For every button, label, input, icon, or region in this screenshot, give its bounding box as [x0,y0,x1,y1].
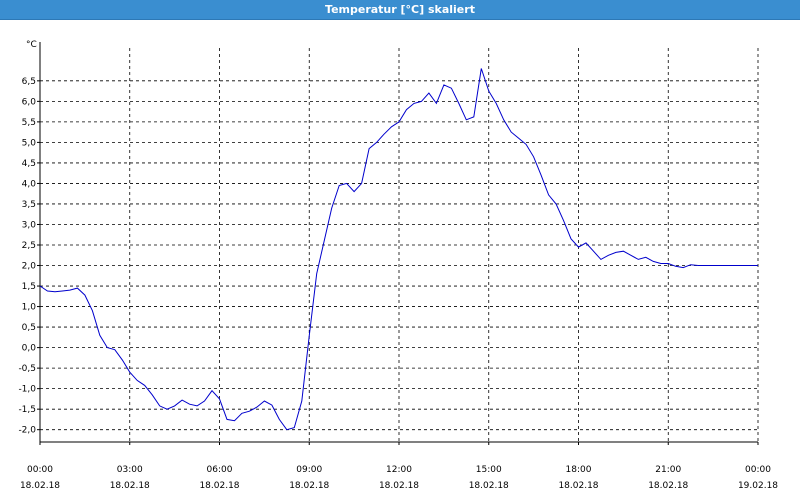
y-tick-label: 2,0 [22,262,37,272]
y-tick-label: 1,0 [22,303,37,313]
y-tick-label: 0,5 [22,323,36,333]
x-tick-date-label: 18.02.18 [20,481,60,491]
y-tick-label: -0,5 [18,364,36,374]
plot-area [40,48,758,442]
x-tick-date-label: 18.02.18 [110,481,150,491]
y-tick-label: 0,0 [22,344,37,354]
x-tick-time-label: 00:00 [27,465,53,475]
x-tick-date-label: 18.02.18 [379,481,419,491]
x-tick-date-label: 18.02.18 [199,481,239,491]
y-tick-label: 6,0 [22,97,37,107]
x-tick-date-label: 18.02.18 [289,481,329,491]
x-tick-time-label: 12:00 [386,465,412,475]
y-tick-label: 1,5 [22,282,36,292]
window-title: Temperatur [°C] skaliert [0,0,800,20]
y-tick-label: 5,0 [22,138,37,148]
y-tick-label: 4,0 [22,179,37,189]
y-tick-label: 2,5 [22,241,36,251]
y-tick-label: 5,5 [22,118,36,128]
x-tick-date-label: 18.02.18 [469,481,509,491]
x-tick-time-label: 06:00 [207,465,233,475]
x-tick-date-label: 18.02.18 [648,481,688,491]
x-tick-date-label: 19.02.18 [738,481,778,491]
y-tick-label: 4,5 [22,159,36,169]
y-tick-label: -1,0 [18,385,36,395]
x-tick-time-label: 15:00 [476,465,502,475]
y-tick-label: -2,0 [18,426,36,436]
x-tick-time-label: 00:00 [745,465,771,475]
temperature-chart: -2,0 -1,5 -1,0 -0,5 0,0 0,5 1,0 1,5 2,0 2,5 3,0 3,5… [18,40,778,491]
x-tick-time-label: 09:00 [296,465,322,475]
y-tick-label: 6,5 [22,77,36,87]
x-tick-time-label: 21:00 [655,465,681,475]
y-tick-label: 3,5 [22,200,36,210]
y-tick-label: 3,0 [22,220,37,230]
x-tick-date-label: 18.02.18 [558,481,598,491]
temperature-series-line [39,68,758,431]
y-axis-unit-label: °C [26,40,37,50]
y-tick-label: -1,5 [18,405,36,415]
x-tick-time-label: 03:00 [117,465,143,475]
x-tick-time-label: 18:00 [566,465,592,475]
